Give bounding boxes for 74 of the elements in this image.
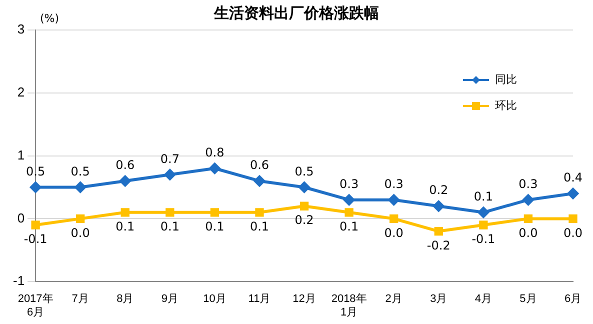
- x-tick-label: 2018年 1月: [331, 293, 367, 318]
- data-label: -0.1: [472, 232, 496, 246]
- point: [300, 202, 309, 210]
- data-label: 0.7: [160, 152, 180, 166]
- point: [524, 214, 533, 224]
- data-label: 0.2: [429, 183, 448, 198]
- y-tick-label: -1: [12, 273, 25, 288]
- data-label: 0.3: [518, 176, 538, 191]
- point: [388, 194, 400, 206]
- x-tick-label: 12月: [292, 293, 316, 306]
- data-label: 0.1: [250, 220, 270, 234]
- point: [31, 220, 40, 230]
- y-tick-label: 0: [17, 210, 25, 226]
- data-label: 0.6: [116, 158, 135, 172]
- x-tick-label: 3月: [430, 293, 448, 306]
- data-label: 0.0: [70, 226, 90, 240]
- x-tick-label: 2月: [385, 293, 402, 306]
- y-tick-label: 1: [17, 147, 25, 162]
- point: [164, 169, 176, 180]
- chart-title: 生活资料出厂价格涨跌幅: [214, 4, 379, 22]
- data-label: 0.1: [160, 220, 180, 234]
- data-label: -0.2: [426, 238, 450, 252]
- x-tick-label: 6月: [564, 293, 582, 306]
- point: [74, 182, 86, 193]
- x-tick-label: 7月: [72, 293, 89, 306]
- data-label: 0.0: [384, 226, 404, 240]
- point: [568, 188, 578, 200]
- data-label: -0.1: [24, 232, 48, 246]
- point: [120, 208, 130, 217]
- point: [522, 194, 534, 206]
- point: [390, 214, 398, 224]
- legend-label: 同比: [495, 72, 517, 86]
- point: [76, 214, 85, 224]
- x-tick-label: 8月: [116, 293, 134, 306]
- point: [120, 175, 131, 186]
- y-axis-title: (%): [40, 12, 60, 25]
- data-label: 0.8: [205, 146, 224, 160]
- point: [30, 182, 42, 193]
- data-label: 0.2: [294, 213, 314, 228]
- point: [254, 175, 265, 186]
- data-label: 0.3: [384, 176, 404, 191]
- data-label: 0.1: [340, 220, 359, 234]
- point: [209, 162, 220, 174]
- y-tick-label: 3: [17, 22, 25, 37]
- point: [166, 208, 174, 217]
- point: [568, 214, 578, 224]
- y-tick-label: 2: [17, 84, 25, 100]
- point: [210, 208, 220, 217]
- data-label: 0.5: [26, 164, 46, 178]
- point: [255, 208, 264, 217]
- x-tick-label: 11月: [248, 293, 271, 306]
- data-label: 0.1: [205, 220, 224, 234]
- point: [434, 226, 443, 236]
- data-label: 0.0: [518, 226, 538, 240]
- data-label: 0.5: [70, 164, 90, 178]
- data-label: 0.4: [563, 170, 583, 185]
- data-label: 0.1: [116, 220, 135, 234]
- point: [344, 194, 355, 206]
- point: [344, 208, 354, 217]
- x-tick-label: 9月: [161, 293, 178, 306]
- data-label: 0.5: [294, 164, 314, 178]
- x-tick-label: 10月: [203, 293, 226, 306]
- x-tick-label: 2017年 6月: [18, 293, 54, 318]
- data-label: 0.6: [250, 158, 270, 172]
- point: [298, 182, 310, 193]
- data-label: 0.3: [340, 176, 359, 191]
- point: [478, 206, 489, 218]
- x-tick-label: 4月: [474, 293, 492, 306]
- data-label: 0.0: [563, 226, 583, 240]
- point: [433, 200, 444, 212]
- legend-label: 环比: [495, 98, 517, 112]
- x-tick-label: 5月: [520, 293, 537, 306]
- point: [479, 220, 488, 230]
- data-label: 0.1: [474, 190, 493, 204]
